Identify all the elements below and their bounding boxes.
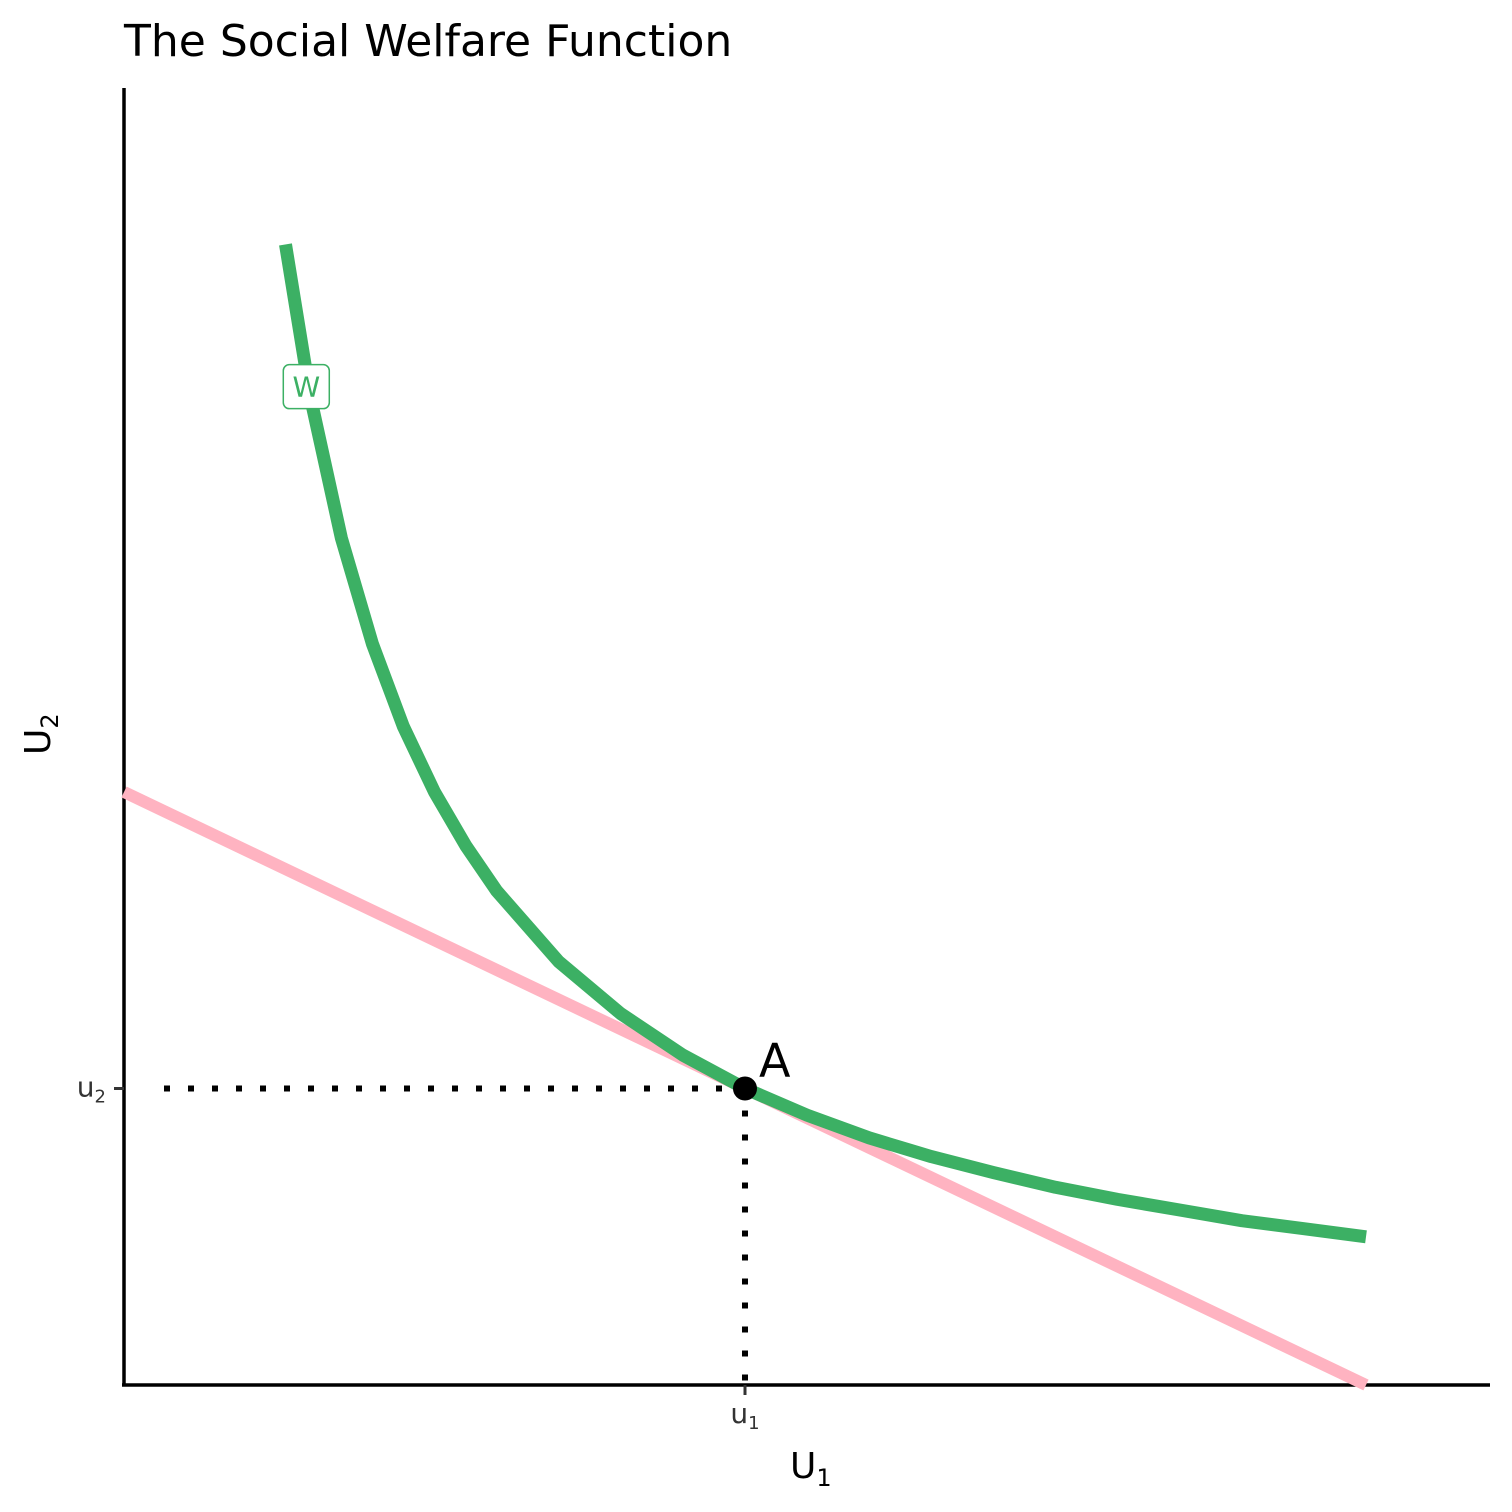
y-tick-label: u2 — [77, 1071, 106, 1108]
curve-label-text: W — [292, 371, 320, 404]
point-a-marker — [733, 1076, 757, 1101]
x-tick-label-sub: 1 — [748, 1413, 759, 1434]
y-tick-label-sub: 2 — [95, 1087, 106, 1108]
y-tick-label-main: u — [77, 1071, 95, 1104]
curve-label-w: W — [282, 363, 331, 410]
x-tick-label-main: u — [730, 1397, 748, 1430]
x-axis-title-main: U — [790, 1446, 816, 1487]
series-layer — [121, 243, 1369, 1391]
series-welfare-curve — [279, 243, 1367, 1244]
x-axis-title: U1 — [790, 1446, 832, 1492]
point-a-label: A — [759, 1034, 791, 1088]
y-axis-title-sub: 2 — [36, 713, 64, 728]
y-axis-title-main: U — [18, 729, 59, 755]
chart-title: The Social Welfare Function — [123, 16, 732, 67]
y-axis-title: U2 — [18, 713, 64, 755]
x-tick-label: u1 — [730, 1397, 759, 1434]
curve-label-box — [282, 363, 331, 410]
x-axis-title-sub: 1 — [816, 1464, 831, 1492]
